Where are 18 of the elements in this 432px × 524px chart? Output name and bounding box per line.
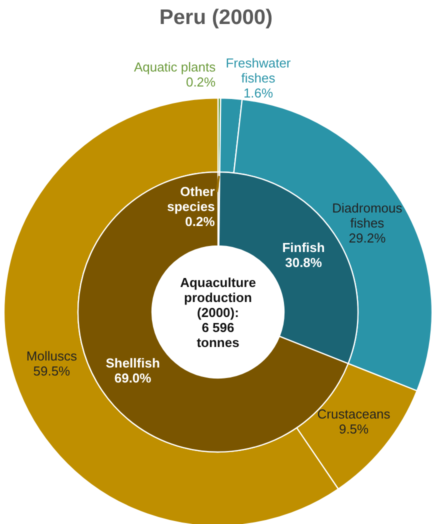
slice-label: Diadromous fishes xyxy=(332,200,403,230)
data-label: 1.6% xyxy=(243,85,274,100)
data-label: 9.5% xyxy=(338,421,370,436)
slice-label: Finfish xyxy=(282,240,325,256)
data-label: 0.2% xyxy=(185,214,216,230)
data-label: 0.2% xyxy=(186,74,216,90)
slice-label: Aquatic plants xyxy=(134,60,216,75)
chart-title: Peru (2000) xyxy=(159,6,273,29)
slice-label: Shellfish xyxy=(106,355,160,370)
slice-label: Freshwater fishes xyxy=(226,55,292,86)
slice-label: Other species xyxy=(167,184,215,214)
data-label: 29.2% xyxy=(348,230,386,246)
data-label: 59.5% xyxy=(33,364,71,379)
text: Aquaculture production (2000): 6 596 tonnes xyxy=(180,275,256,350)
slice-label: Molluscs xyxy=(26,348,78,364)
slice-label: Crustaceans xyxy=(317,406,391,422)
data-label: 69.0% xyxy=(114,370,152,386)
data-label: 30.8% xyxy=(285,255,322,270)
